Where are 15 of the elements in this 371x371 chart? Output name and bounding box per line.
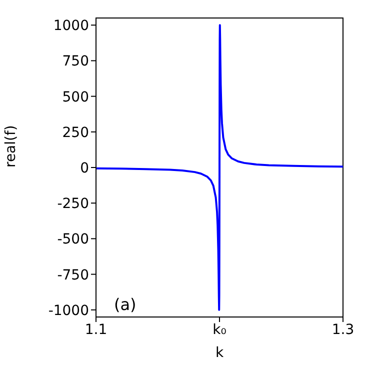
y-tick-label: -1000	[48, 302, 89, 319]
y-tick-label: -500	[57, 232, 89, 248]
y-tick-label: 500	[62, 89, 89, 106]
annotation: (a)	[114, 295, 136, 314]
y-tick-label: 0	[80, 160, 89, 176]
y-tick-label: 750	[62, 54, 89, 70]
x-tick-label: 1.3	[332, 322, 354, 338]
x-axis-title: k	[215, 345, 224, 361]
y-axis-title: real(f)	[2, 125, 19, 168]
y-tick-label: -250	[57, 196, 89, 212]
x-tick-label: 1.1	[84, 322, 108, 338]
y-tick-label: 1000	[53, 18, 89, 34]
y-tick-label: 250	[62, 124, 89, 141]
y-tick-label: -750	[57, 267, 89, 284]
x-tick-label: k₀	[212, 322, 227, 338]
